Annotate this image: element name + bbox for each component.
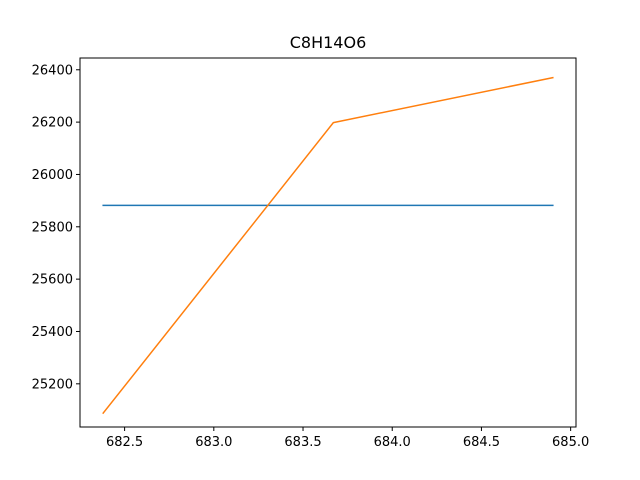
plot-background (80, 58, 576, 427)
y-tick-label: 26400 (32, 63, 73, 78)
axes: 682.5 683.0 683.5 684.0 684.5 685.0 25200 25400… (32, 57, 589, 450)
y-tick-label: 25200 (32, 377, 73, 392)
series-line-2 (102, 76, 554, 415)
x-tick-label: 684.0 (374, 435, 411, 450)
y-tick-label: 26200 (32, 116, 73, 131)
series-layer (102, 76, 554, 415)
x-tick-label: 684.5 (463, 435, 500, 450)
plot-area (80, 58, 576, 427)
y-tick-label: 25600 (32, 273, 73, 288)
axes-frame (79, 57, 577, 428)
x-tick-label: 683.0 (195, 435, 232, 450)
y-tick-label: 25800 (32, 220, 73, 235)
y-tick-label: 25400 (32, 325, 73, 340)
chart-title: C8H14O6 (290, 33, 367, 52)
x-tick-label: 682.5 (106, 435, 143, 450)
x-tick-label: 685.0 (552, 435, 589, 450)
y-tick-label: 26000 (32, 168, 73, 183)
x-tick-label: 683.5 (284, 435, 321, 450)
